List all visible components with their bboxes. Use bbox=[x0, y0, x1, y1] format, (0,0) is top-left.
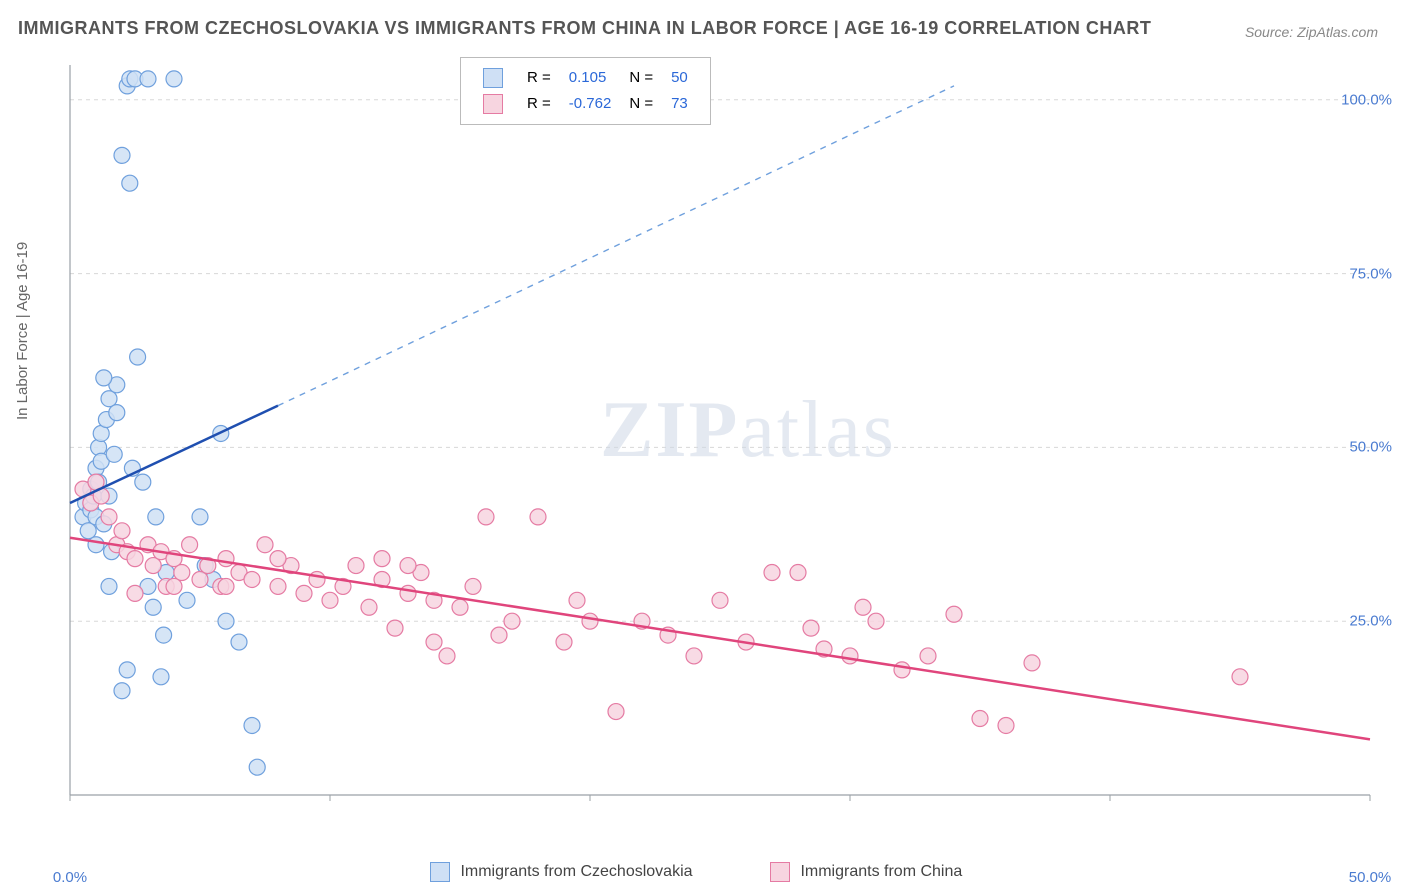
chart-title: IMMIGRANTS FROM CZECHOSLOVAKIA VS IMMIGR… bbox=[18, 18, 1151, 39]
scatter-chart-svg bbox=[60, 55, 1380, 825]
swatch-series-a bbox=[483, 68, 503, 88]
n-value-a: 50 bbox=[663, 66, 696, 90]
legend-label-a: Immigrants from Czechoslovakia bbox=[460, 863, 692, 880]
r-value-a: 0.105 bbox=[561, 66, 620, 90]
swatch-series-a-bottom bbox=[430, 862, 450, 882]
n-label: N = bbox=[621, 92, 661, 116]
y-tick-label: 75.0% bbox=[1349, 265, 1392, 282]
stats-legend: R = 0.105 N = 50 R = -0.762 N = 73 bbox=[460, 57, 711, 125]
stats-row-series-b: R = -0.762 N = 73 bbox=[475, 92, 696, 116]
y-tick-label: 100.0% bbox=[1341, 91, 1392, 108]
x-tick-label: 50.0% bbox=[1349, 869, 1392, 886]
r-label: R = bbox=[519, 66, 559, 90]
y-tick-label: 25.0% bbox=[1349, 613, 1392, 630]
legend-label-b: Immigrants from China bbox=[800, 863, 962, 880]
x-tick-label: 0.0% bbox=[53, 869, 87, 886]
stats-row-series-a: R = 0.105 N = 50 bbox=[475, 66, 696, 90]
r-value-b: -0.762 bbox=[561, 92, 620, 116]
y-tick-label: 50.0% bbox=[1349, 439, 1392, 456]
bottom-legend-b: Immigrants from China bbox=[770, 862, 962, 882]
y-axis-label: In Labor Force | Age 16-19 bbox=[14, 242, 31, 420]
bottom-legend-a: Immigrants from Czechoslovakia bbox=[430, 862, 693, 882]
swatch-series-b bbox=[483, 94, 503, 114]
chart-plot-area: ZIPatlas R = 0.105 N = 50 R = -0.762 N =… bbox=[60, 55, 1380, 825]
n-label: N = bbox=[621, 66, 661, 90]
n-value-b: 73 bbox=[663, 92, 696, 116]
source-attribution: Source: ZipAtlas.com bbox=[1245, 24, 1378, 40]
r-label: R = bbox=[519, 92, 559, 116]
swatch-series-b-bottom bbox=[770, 862, 790, 882]
